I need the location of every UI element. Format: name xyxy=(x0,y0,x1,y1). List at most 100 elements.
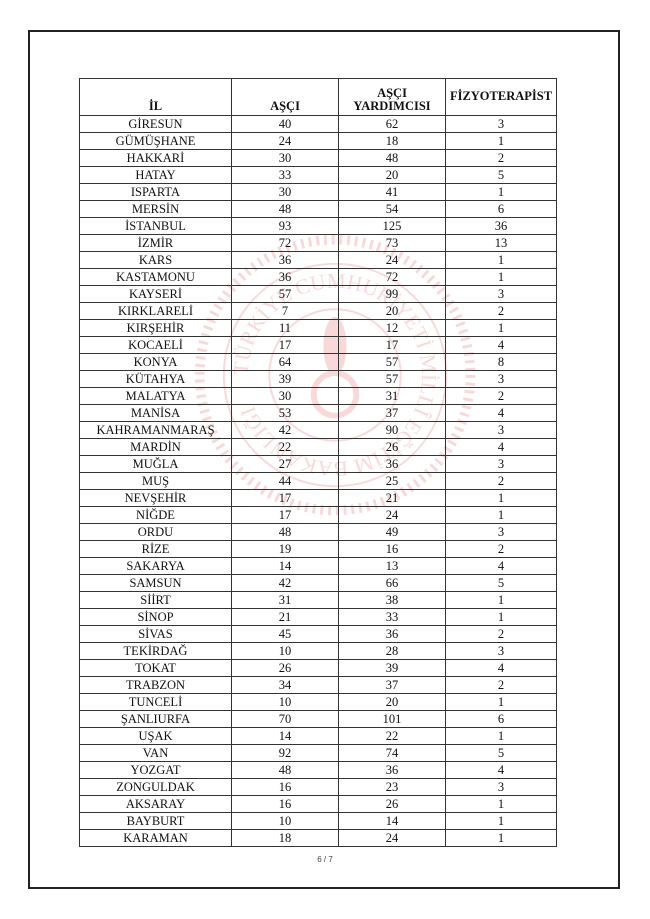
cell-il: KIRKLARELİ xyxy=(79,302,232,320)
cell-asci-yardimcisi: 49 xyxy=(338,523,446,541)
cell-asci-yardimcisi: 39 xyxy=(338,659,446,677)
cell-il: SİİRT xyxy=(79,591,232,609)
cell-il: AKSARAY xyxy=(79,795,232,813)
cell-fizyoterapist: 4 xyxy=(445,336,557,354)
header-asci: AŞÇI xyxy=(231,78,339,116)
cell-asci: 48 xyxy=(231,523,339,541)
cell-asci-yardimcisi: 33 xyxy=(338,608,446,626)
cell-il: TEKİRDAĞ xyxy=(79,642,232,660)
cell-asci-yardimcisi: 31 xyxy=(338,387,446,405)
cell-il: MERSİN xyxy=(79,200,232,218)
table-row: İZMİR 72 73 13 xyxy=(79,234,557,252)
cell-asci-yardimcisi: 57 xyxy=(338,370,446,388)
cell-fizyoterapist: 8 xyxy=(445,353,557,371)
cell-il: YOZGAT xyxy=(79,761,232,779)
cell-fizyoterapist: 3 xyxy=(445,285,557,303)
cell-il: NİĞDE xyxy=(79,506,232,524)
cell-il: SAKARYA xyxy=(79,557,232,575)
table-row: TUNCELİ 10 20 1 xyxy=(79,693,557,711)
cell-asci: 10 xyxy=(231,642,339,660)
cell-asci-yardimcisi: 62 xyxy=(338,115,446,133)
cell-fizyoterapist: 3 xyxy=(445,421,557,439)
cell-fizyoterapist: 5 xyxy=(445,166,557,184)
cell-il: HATAY xyxy=(79,166,232,184)
cell-il: TRABZON xyxy=(79,676,232,694)
cell-asci-yardimcisi: 17 xyxy=(338,336,446,354)
cell-asci-yardimcisi: 101 xyxy=(338,710,446,728)
cell-fizyoterapist: 1 xyxy=(445,268,557,286)
cell-il: TOKAT xyxy=(79,659,232,677)
cell-asci: 53 xyxy=(231,404,339,422)
cell-asci: 93 xyxy=(231,217,339,235)
cell-asci: 33 xyxy=(231,166,339,184)
page-number: 6 / 7 xyxy=(317,855,333,864)
cell-asci: 7 xyxy=(231,302,339,320)
cell-asci: 16 xyxy=(231,778,339,796)
table-row: GÜMÜŞHANE 24 18 1 xyxy=(79,132,557,150)
cell-asci-yardimcisi: 26 xyxy=(338,795,446,813)
cell-asci-yardimcisi: 20 xyxy=(338,693,446,711)
cell-asci: 42 xyxy=(231,574,339,592)
cell-fizyoterapist: 1 xyxy=(445,795,557,813)
cell-asci: 48 xyxy=(231,200,339,218)
cell-asci-yardimcisi: 90 xyxy=(338,421,446,439)
cell-asci-yardimcisi: 54 xyxy=(338,200,446,218)
table-row: KASTAMONU 36 72 1 xyxy=(79,268,557,286)
cell-asci-yardimcisi: 57 xyxy=(338,353,446,371)
cell-asci-yardimcisi: 16 xyxy=(338,540,446,558)
cell-asci: 36 xyxy=(231,251,339,269)
cell-fizyoterapist: 2 xyxy=(445,387,557,405)
cell-asci: 70 xyxy=(231,710,339,728)
cell-asci-yardimcisi: 37 xyxy=(338,676,446,694)
cell-fizyoterapist: 1 xyxy=(445,591,557,609)
cell-il: İZMİR xyxy=(79,234,232,252)
cell-asci: 42 xyxy=(231,421,339,439)
cell-il: KOCAELİ xyxy=(79,336,232,354)
table-row: SAMSUN 42 66 5 xyxy=(79,574,557,592)
cell-asci: 16 xyxy=(231,795,339,813)
table-row: MUĞLA 27 36 3 xyxy=(79,455,557,473)
table-row: KOCAELİ 17 17 4 xyxy=(79,336,557,354)
cell-fizyoterapist: 5 xyxy=(445,574,557,592)
table-row: ORDU 48 49 3 xyxy=(79,523,557,541)
table-row: SİNOP 21 33 1 xyxy=(79,608,557,626)
cell-il: BAYBURT xyxy=(79,812,232,830)
table-row: KÜTAHYA 39 57 3 xyxy=(79,370,557,388)
cell-fizyoterapist: 3 xyxy=(445,778,557,796)
cell-fizyoterapist: 1 xyxy=(445,693,557,711)
cell-il: MALATYA xyxy=(79,387,232,405)
cell-fizyoterapist: 2 xyxy=(445,625,557,643)
cell-asci: 24 xyxy=(231,132,339,150)
cell-fizyoterapist: 6 xyxy=(445,710,557,728)
cell-fizyoterapist: 2 xyxy=(445,302,557,320)
cell-fizyoterapist: 4 xyxy=(445,557,557,575)
cell-asci-yardimcisi: 73 xyxy=(338,234,446,252)
cell-asci-yardimcisi: 24 xyxy=(338,506,446,524)
table-row: ŞANLIURFA 70 101 6 xyxy=(79,710,557,728)
cell-asci-yardimcisi: 22 xyxy=(338,727,446,745)
cell-fizyoterapist: 1 xyxy=(445,183,557,201)
cell-asci-yardimcisi: 20 xyxy=(338,302,446,320)
cell-il: KARS xyxy=(79,251,232,269)
table-row: AKSARAY 16 26 1 xyxy=(79,795,557,813)
cell-asci-yardimcisi: 74 xyxy=(338,744,446,762)
cell-il: KIRŞEHİR xyxy=(79,319,232,337)
table-row: VAN 92 74 5 xyxy=(79,744,557,762)
cell-asci: 14 xyxy=(231,727,339,745)
cell-il: RİZE xyxy=(79,540,232,558)
cell-il: SİVAS xyxy=(79,625,232,643)
cell-fizyoterapist: 1 xyxy=(445,506,557,524)
cell-fizyoterapist: 4 xyxy=(445,659,557,677)
cell-asci-yardimcisi: 12 xyxy=(338,319,446,337)
table-row: KAYSERİ 57 99 3 xyxy=(79,285,557,303)
cell-il: SİNOP xyxy=(79,608,232,626)
cell-asci: 34 xyxy=(231,676,339,694)
cell-il: NEVŞEHİR xyxy=(79,489,232,507)
table-row: TEKİRDAĞ 10 28 3 xyxy=(79,642,557,660)
table-row: BAYBURT 10 14 1 xyxy=(79,812,557,830)
cell-fizyoterapist: 3 xyxy=(445,642,557,660)
table-header-row: İL AŞÇI AŞÇI YARDIMCISI FİZYOTERAPİST xyxy=(79,78,557,116)
cell-asci-yardimcisi: 36 xyxy=(338,761,446,779)
cell-fizyoterapist: 36 xyxy=(445,217,557,235)
cell-il: KAHRAMANMARAŞ xyxy=(79,421,232,439)
